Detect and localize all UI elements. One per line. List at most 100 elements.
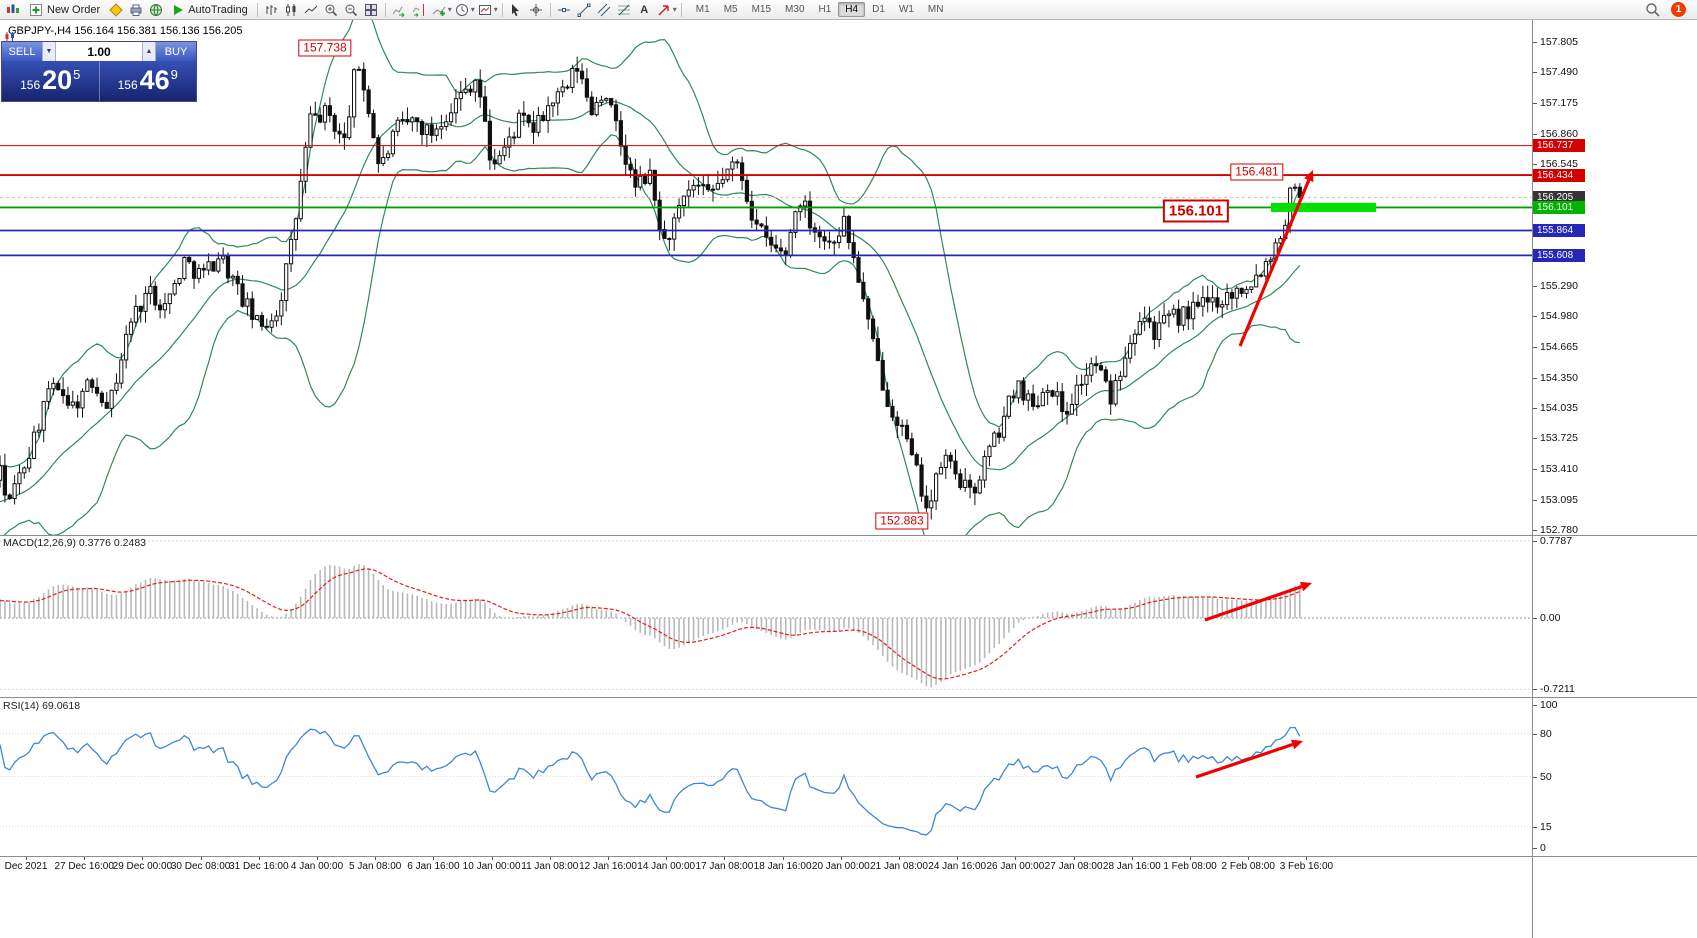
- timeframe-button-m5[interactable]: M5: [723, 4, 738, 15]
- arrows-tool-icon[interactable]: [655, 1, 674, 18]
- periods-icon[interactable]: [453, 1, 472, 18]
- macd-indicator-label: MACD(12,26,9) 0.3776 0.2483: [3, 537, 147, 549]
- time-axis-label: 4 Jan 00:00: [290, 861, 344, 872]
- autotrading-play-icon: [171, 1, 184, 18]
- price-axis-label: 15: [1540, 820, 1552, 833]
- axis-tick: [1533, 848, 1537, 849]
- sell-button[interactable]: SELL: [2, 42, 42, 61]
- price-axis-label: 155.290: [1540, 280, 1578, 293]
- search-icon[interactable]: [1643, 1, 1662, 18]
- sell-price[interactable]: 156 20 5: [2, 61, 99, 101]
- price-tag: 155.864: [1533, 223, 1585, 237]
- time-axis-label: 10 Jan 00:00: [462, 861, 521, 872]
- candlestick-mode-icon[interactable]: [282, 1, 301, 18]
- axis-tick: [782, 856, 784, 860]
- chart-area: GBPJPY-,H4 156.164 156.381 156.136 156.2…: [0, 20, 1697, 938]
- panel-separator[interactable]: [0, 697, 1697, 698]
- timeframe-button-h1[interactable]: H1: [818, 4, 832, 15]
- price-axis-label: 157.805: [1540, 35, 1578, 48]
- trendline-tool-icon[interactable]: [575, 1, 594, 18]
- expert-advisors-icon[interactable]: [106, 1, 125, 18]
- price-divider: [98, 61, 100, 101]
- axis-tick: [1533, 468, 1537, 470]
- price-axis[interactable]: 157.805 157.490 157.175 156.860 156.545 156.2…: [1532, 20, 1697, 938]
- price-tag: 156.737: [1533, 139, 1585, 153]
- buy-price[interactable]: 156 46 9: [100, 61, 197, 101]
- axis-tick: [1248, 856, 1250, 860]
- rsi-panel[interactable]: [0, 697, 1532, 856]
- price-axis-label: 154.980: [1540, 310, 1578, 323]
- timeframe-button-w1[interactable]: W1: [898, 4, 914, 15]
- print-icon[interactable]: [126, 1, 145, 18]
- axis-tick: [1533, 103, 1537, 105]
- time-axis[interactable]: Dec 2021 27 Dec 16:00 29 Dec 00:00 30 Dec 0…: [0, 856, 1532, 938]
- axis-tick: [1015, 856, 1017, 860]
- price-tag: 155.608: [1533, 248, 1585, 262]
- timeframe-button-d1[interactable]: D1: [872, 4, 885, 15]
- price-callout[interactable]: 157.738: [298, 39, 352, 57]
- chevron-down-icon[interactable]: ▾: [447, 5, 452, 14]
- sell-price-main: 20: [42, 65, 73, 95]
- volume-decrease-button[interactable]: ▼: [42, 42, 56, 61]
- tile-windows-icon[interactable]: [362, 1, 381, 18]
- timeframe-button-m15[interactable]: M15: [751, 4, 772, 15]
- axis-tick: [1306, 856, 1308, 860]
- price-callout[interactable]: 152.883: [875, 512, 929, 530]
- price-tag: 156.101: [1533, 200, 1585, 214]
- axis-tick: [1533, 41, 1537, 43]
- macd-panel[interactable]: [0, 535, 1532, 697]
- price-axis-label: 154.665: [1540, 340, 1578, 353]
- buy-button[interactable]: BUY: [156, 42, 196, 61]
- symbol-ohlc-text: GBPJPY-,H4 156.164 156.381 156.136 156.2…: [8, 25, 243, 37]
- timeframe-button-h4[interactable]: H4: [838, 2, 866, 17]
- toolbar-separator: [384, 2, 386, 17]
- bar-chart-mode-icon[interactable]: [262, 1, 281, 18]
- time-axis-label: 5 Jan 08:00: [349, 861, 402, 872]
- fibonacci-tool-icon[interactable]: [615, 1, 634, 18]
- data-window-icon[interactable]: [146, 1, 165, 18]
- volume-input[interactable]: 1.00: [56, 42, 142, 61]
- axis-tick: [317, 856, 318, 860]
- auto-scroll-icon[interactable]: [390, 1, 409, 18]
- timeframe-button-mn[interactable]: MN: [927, 4, 944, 15]
- text-tool-icon[interactable]: A: [640, 3, 649, 16]
- price-axis-label: 153.410: [1540, 462, 1578, 475]
- panel-separator[interactable]: [0, 535, 1697, 536]
- price-axis-label: 153.095: [1540, 493, 1578, 506]
- price-callout[interactable]: 156.101: [1162, 199, 1230, 223]
- zoom-in-icon[interactable]: [322, 1, 341, 18]
- price-chart[interactable]: [0, 20, 1532, 535]
- notification-badge[interactable]: 1: [1671, 2, 1686, 17]
- indicators-icon[interactable]: [430, 1, 449, 18]
- price-axis-label: 0.7787: [1540, 534, 1573, 547]
- time-axis-label: 27 Jan 08:00: [1044, 861, 1103, 872]
- toolbar-separator: [501, 2, 503, 17]
- autotrading-button[interactable]: AutoTrading: [166, 1, 253, 18]
- line-chart-mode-icon[interactable]: [302, 1, 321, 18]
- templates-icon[interactable]: [476, 1, 495, 18]
- cursor-icon[interactable]: [507, 1, 526, 18]
- chart-shift-icon[interactable]: [410, 1, 429, 18]
- axis-tick: [433, 856, 435, 860]
- new-order-label: New Order: [47, 3, 101, 16]
- zoom-out-icon[interactable]: [342, 1, 361, 18]
- horizontal-line-tool-icon[interactable]: [555, 1, 574, 18]
- chevron-down-icon[interactable]: ▾: [672, 5, 677, 14]
- axis-tick: [1533, 499, 1537, 501]
- toolbar-separator: [256, 2, 258, 17]
- chevron-down-icon[interactable]: ▾: [493, 5, 498, 14]
- timeframe-button-m1[interactable]: M1: [695, 4, 710, 15]
- axis-tick: [899, 856, 900, 860]
- axis-tick: [142, 856, 144, 860]
- chevron-down-icon[interactable]: ▾: [470, 5, 475, 14]
- price-callout[interactable]: 156.481: [1230, 163, 1284, 181]
- channel-tool-icon[interactable]: [595, 1, 614, 18]
- axis-tick: [200, 856, 202, 860]
- charts-menu-icon[interactable]: [3, 1, 22, 18]
- price-axis-label: -0.7211: [1540, 683, 1575, 696]
- crosshair-icon[interactable]: [527, 1, 546, 18]
- volume-increase-button[interactable]: ▲: [142, 42, 156, 61]
- timeframe-button-m30[interactable]: M30: [785, 4, 805, 15]
- time-axis-separator: [0, 856, 1697, 857]
- new-order-button[interactable]: New Order: [23, 1, 105, 18]
